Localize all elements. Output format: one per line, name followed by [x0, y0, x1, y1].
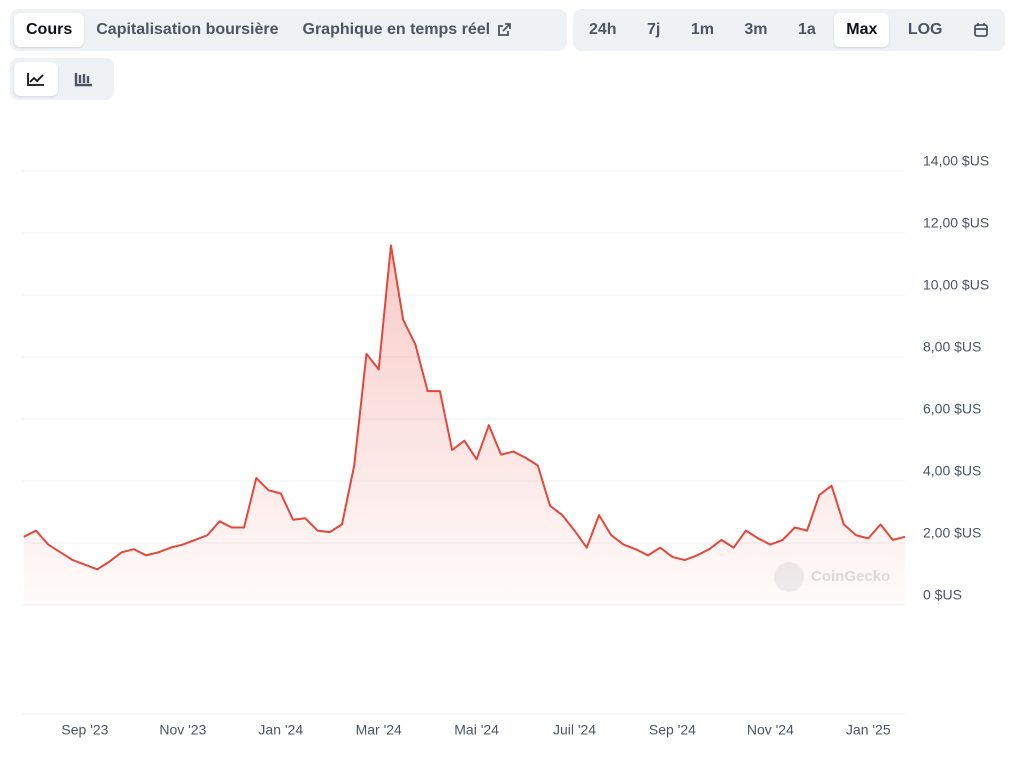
y-tick-label: 10,00 $US	[923, 277, 989, 293]
range[interactable]: 1m	[690, 21, 714, 38]
x-tick-label: Sep '23	[61, 722, 108, 738]
tab[interactable]: Capitalisation boursière	[96, 21, 279, 38]
range[interactable]: Max	[834, 13, 890, 47]
tab[interactable]: Graphique en temps réel	[291, 13, 525, 47]
range[interactable]: 24h	[589, 21, 617, 38]
x-tick-label: Nov '24	[747, 722, 794, 738]
range[interactable]: LOG	[907, 21, 943, 38]
range[interactable]: 7j	[647, 21, 661, 38]
y-tick-label: 8,00 $US	[923, 339, 981, 355]
price-line	[23, 244, 906, 571]
candle-icon	[74, 73, 92, 87]
y-tick-label: 2,00 $US	[923, 525, 981, 541]
line-chart-button[interactable]	[14, 62, 58, 96]
watermark: CoinGecko	[774, 562, 890, 592]
y-tick-label: 0 $US	[923, 587, 962, 603]
x-tick-label: Sep '24	[649, 722, 696, 738]
tab[interactable]: Cours	[14, 13, 85, 47]
line-icon	[27, 73, 44, 86]
x-tick-label: Juil '24	[553, 722, 596, 738]
chart-tabs: Cours Capitalisation boursière Graphique…	[10, 9, 567, 51]
external-icon	[498, 23, 512, 36]
y-tick-label: 4,00 $US	[923, 463, 981, 479]
x-tick-label: Nov '23	[159, 722, 206, 738]
calendar-button[interactable]	[961, 13, 1001, 47]
watermark-text: CoinGecko	[811, 568, 890, 585]
x-tick-label: Mai '24	[454, 722, 499, 738]
area	[23, 245, 905, 605]
y-tick-label: 6,00 $US	[923, 401, 981, 417]
calendar-icon	[974, 23, 988, 37]
x-tick-label: Jan '24	[258, 722, 303, 738]
x-tick-label: Jan '25	[846, 722, 891, 738]
tab-label: Graphique en temps réel	[302, 21, 491, 38]
chart-style	[10, 58, 114, 100]
y-tick-label: 12,00 $US	[923, 215, 989, 231]
y-tick-label: 14,00 $US	[923, 153, 989, 169]
x-tick-label: Mar '24	[356, 722, 402, 738]
range[interactable]: 1a	[797, 21, 816, 38]
range[interactable]: 3m	[744, 21, 768, 38]
range-tabs: 24h 7j 1m 3m 1a Max LOG	[573, 9, 1005, 51]
candle-chart-button[interactable]	[62, 62, 106, 96]
